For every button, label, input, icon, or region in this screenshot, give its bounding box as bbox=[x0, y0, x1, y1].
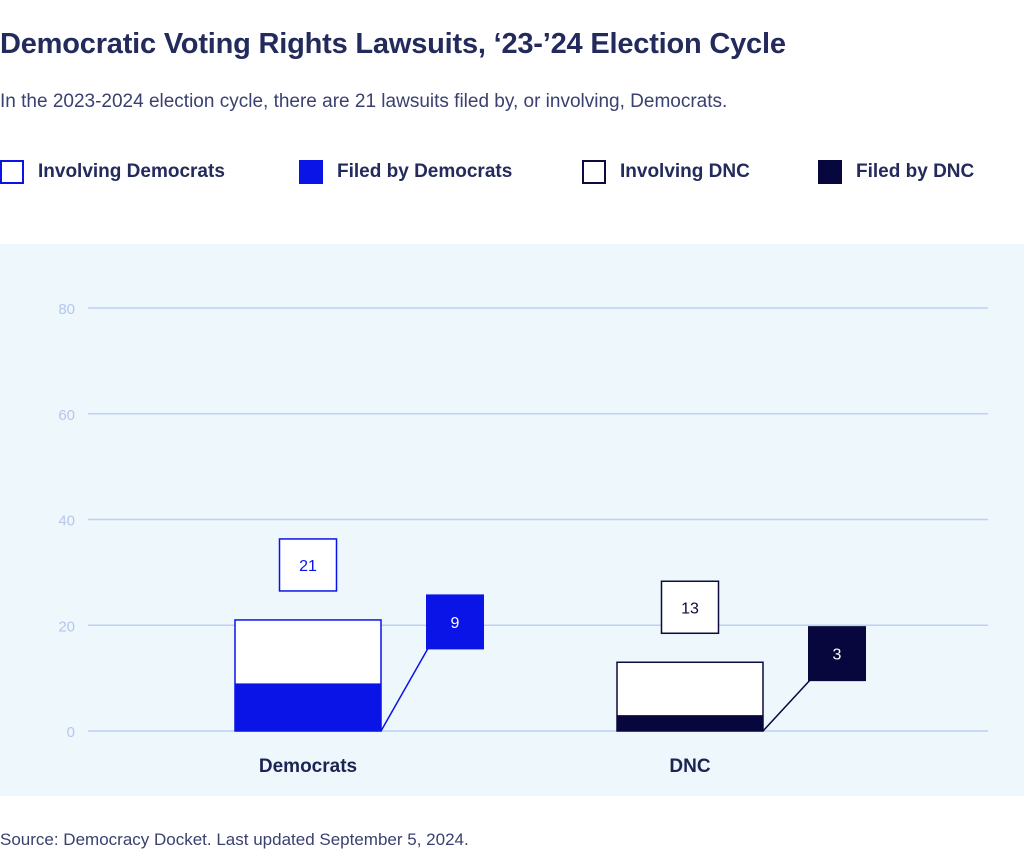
data-label-involving-dnc: 13 bbox=[681, 600, 699, 617]
legend-item-filed-by-dnc: Filed by DNC bbox=[818, 158, 974, 186]
label-box-filed-dnc bbox=[808, 626, 866, 682]
x-category-label-democrats: Democrats bbox=[259, 756, 357, 777]
data-label-filed-democrats: 9 bbox=[451, 615, 460, 632]
y-tick-label-20: 20 bbox=[58, 618, 75, 635]
y-tick-label-0: 0 bbox=[67, 724, 75, 741]
data-label-involving-democrats: 21 bbox=[299, 558, 317, 575]
legend-label-involving-democrats: Involving Democrats bbox=[38, 161, 225, 182]
chart-subtitle: In the 2023-2024 election cycle, there a… bbox=[0, 91, 728, 112]
y-tick-label-40: 40 bbox=[58, 513, 75, 530]
label-box-involving-dnc bbox=[660, 580, 720, 635]
legend-item-involving-democrats: Involving Democrats bbox=[0, 158, 225, 186]
legend: Involving Democrats Filed by Democrats I… bbox=[0, 158, 1024, 186]
legend-swatch-filed-by-democrats bbox=[299, 160, 323, 184]
legend-item-filed-by-democrats: Filed by Democrats bbox=[299, 158, 512, 186]
y-tick-label-60: 60 bbox=[58, 407, 75, 424]
legend-swatch-filed-by-dnc bbox=[818, 160, 842, 184]
leader-line-filed-dnc bbox=[762, 679, 811, 732]
bar-filed-dnc bbox=[617, 715, 763, 731]
legend-label-filed-by-dnc: Filed by DNC bbox=[856, 161, 975, 182]
x-category-label-dnc: DNC bbox=[669, 756, 710, 777]
label-box-filed-democrats bbox=[426, 594, 484, 650]
y-tick-label-80: 80 bbox=[58, 301, 75, 318]
legend-label-filed-by-democrats: Filed by Democrats bbox=[337, 161, 513, 182]
leader-line-filed-democrats bbox=[380, 648, 429, 732]
label-box-involving-democrats bbox=[278, 538, 338, 592]
data-label-filed-dnc: 3 bbox=[833, 647, 842, 664]
legend-item-involving-dnc: Involving DNC bbox=[582, 158, 750, 186]
legend-swatch-involving-democrats bbox=[0, 160, 24, 184]
source-note: Source: Democracy Docket. Last updated S… bbox=[0, 830, 469, 849]
bar-filed-democrats bbox=[235, 683, 381, 731]
legend-swatch-involving-dnc bbox=[582, 160, 606, 184]
chart-title: Democratic Voting Rights Lawsuits, ‘23-’… bbox=[0, 28, 786, 60]
legend-label-involving-dnc: Involving DNC bbox=[620, 161, 750, 182]
